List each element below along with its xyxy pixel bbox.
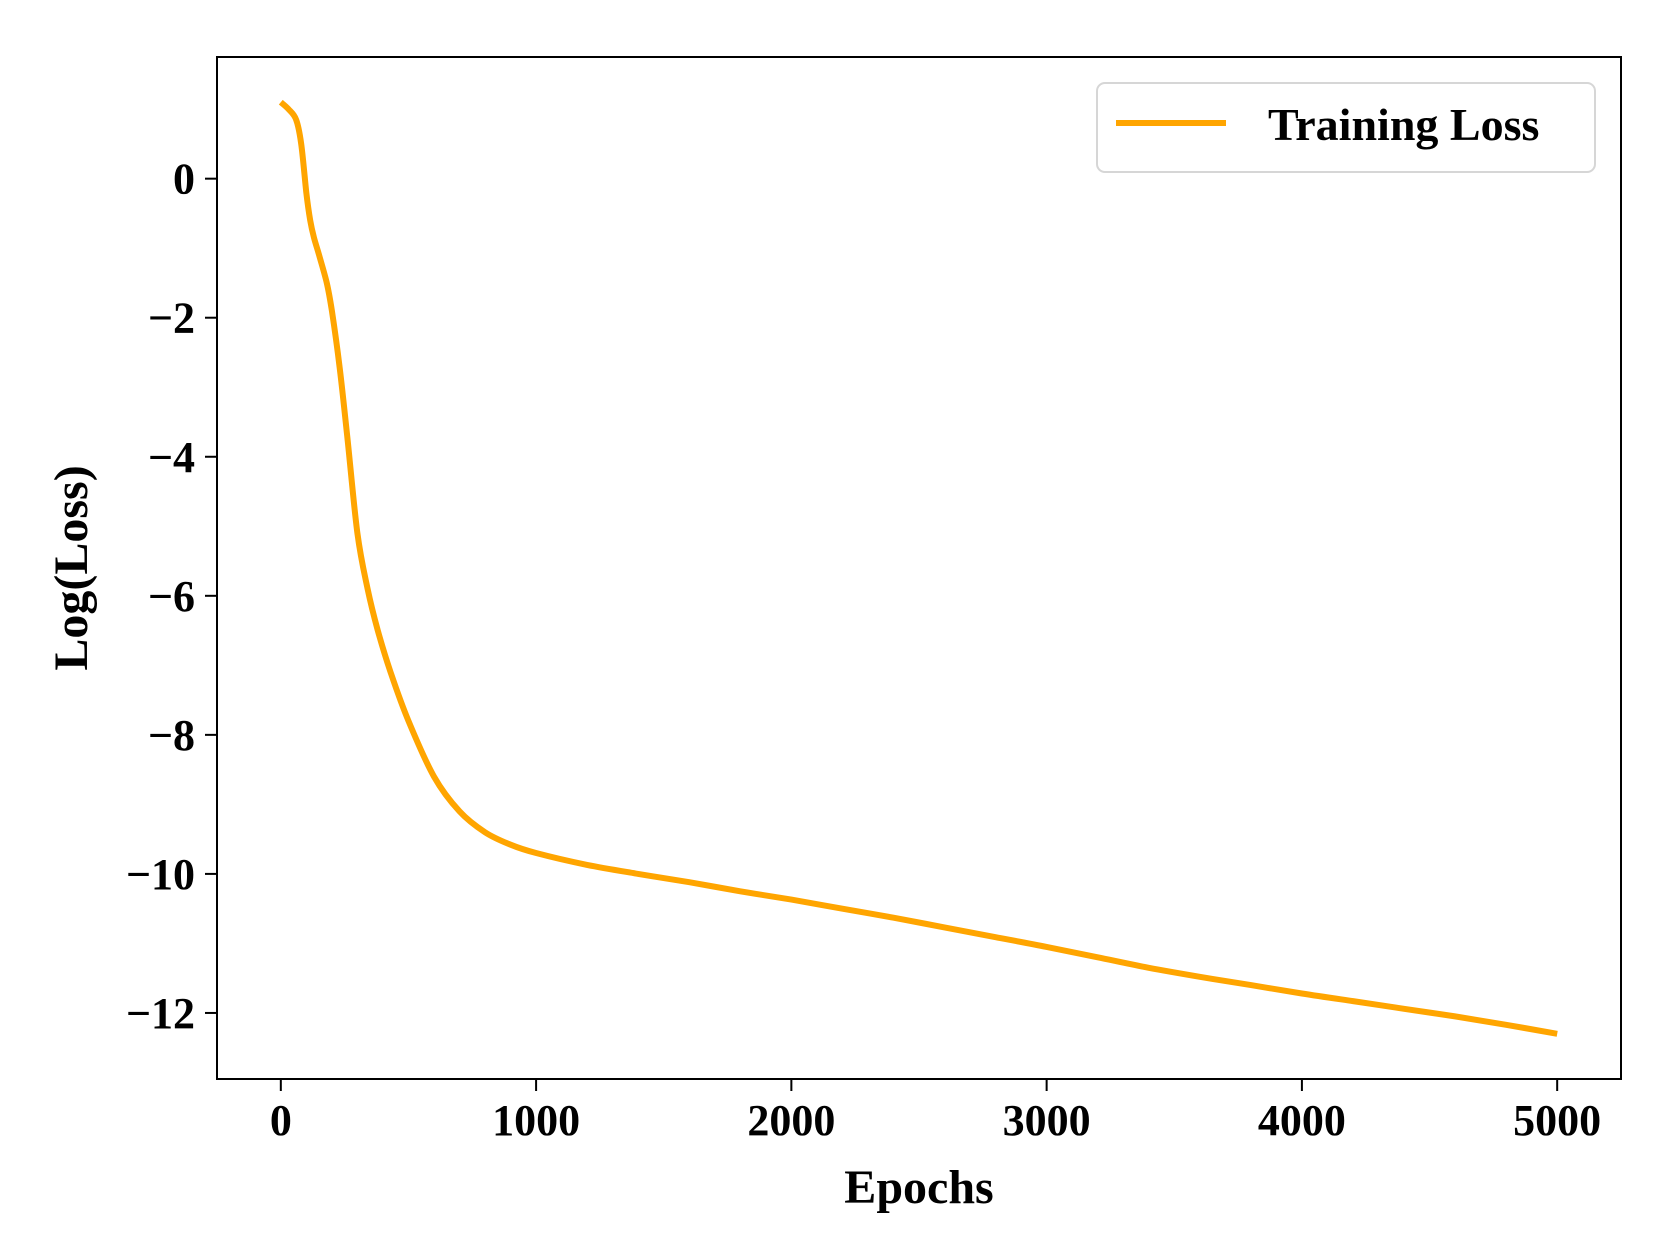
legend-label-training-loss: Training Loss <box>1268 99 1539 150</box>
legend: Training Loss <box>1096 82 1596 173</box>
x-axis-label: Epochs <box>844 1161 993 1214</box>
x-axis-ticks: 0 1000 2000 3000 4000 5000 <box>270 1079 1601 1145</box>
x-tick-label: 3000 <box>1003 1096 1091 1145</box>
series-line-training-loss <box>278 99 1558 1037</box>
y-tick-label: −12 <box>126 989 195 1038</box>
legend-frame <box>1096 82 1596 173</box>
x-tick-label: 1000 <box>492 1096 580 1145</box>
x-tick-label: 0 <box>270 1096 292 1145</box>
y-tick-label: −8 <box>148 711 195 760</box>
x-tick-label: 2000 <box>747 1096 835 1145</box>
y-tick-label: −4 <box>148 433 195 482</box>
series-layer <box>278 99 1558 1037</box>
y-tick-label: −2 <box>148 294 195 343</box>
y-tick-label: −10 <box>126 850 195 899</box>
y-tick-label: 0 <box>173 155 195 204</box>
y-tick-label: −6 <box>148 572 195 621</box>
y-axis-label: Log(Loss) <box>45 465 98 670</box>
y-axis-ticks: 0 −2 −4 −6 −8 −10 −12 <box>126 155 217 1038</box>
plot-frame <box>216 56 1622 1080</box>
x-tick-label: 4000 <box>1258 1096 1346 1145</box>
x-tick-label: 5000 <box>1513 1096 1601 1145</box>
